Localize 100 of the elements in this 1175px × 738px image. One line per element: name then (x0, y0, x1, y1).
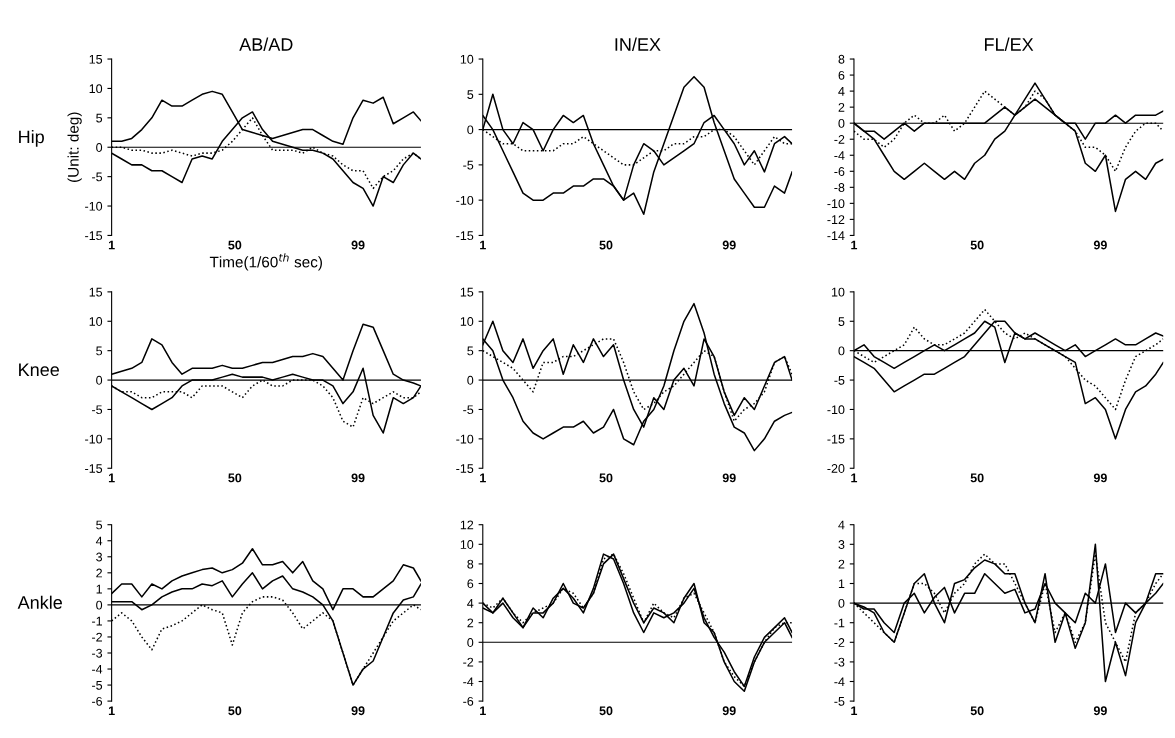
x-tick-label: 99 (722, 473, 736, 483)
y-tick-label: 6 (467, 579, 474, 589)
y-tick-label: 8 (838, 54, 845, 64)
x-tick-label: 50 (599, 706, 613, 716)
y-tick-label: -2 (463, 657, 474, 667)
y-tick-label: -6 (834, 167, 845, 176)
x-tick-label: 50 (599, 240, 613, 250)
x-tick-label: 50 (970, 473, 984, 483)
y-tick-label: 5 (467, 90, 474, 99)
y-tick-label: 1 (838, 579, 845, 589)
x-tick-label: 99 (351, 473, 365, 483)
y-tick-label: -10 (456, 434, 474, 444)
chart-title: IN/EX (615, 37, 661, 51)
x-tick-label: 1 (480, 706, 486, 716)
y-tick-label: -15 (85, 231, 103, 241)
y-tick-label: -3 (834, 657, 845, 667)
y-tick-label: -5 (834, 376, 845, 385)
x-tick-label: 50 (599, 473, 613, 483)
y-tick-label: 2 (467, 618, 474, 628)
y-tick-label: -10 (85, 201, 103, 211)
x-tick-label: 1 (108, 240, 115, 250)
y-tick-label: 8 (467, 559, 474, 569)
x-tick-label: 1 (480, 240, 486, 250)
y-tick-label: 5 (838, 317, 845, 326)
y-tick-label: -5 (834, 697, 845, 706)
y-tick-label: -6 (92, 696, 103, 706)
y-tick-label: -14 (827, 231, 845, 240)
y-tick-label: 10 (831, 287, 845, 297)
y-tick-label: 0 (96, 600, 103, 610)
x-tick-label: 1 (108, 473, 115, 483)
x-tick-label: 99 (1093, 473, 1107, 483)
y-tick-label: 10 (460, 54, 474, 64)
x-tick-label: 1 (851, 473, 858, 483)
x-tick-label: 1 (851, 706, 858, 716)
y-tick-label: 12 (460, 520, 474, 530)
y-tick-label: 0 (96, 143, 103, 152)
y-tick-label: 2 (838, 102, 845, 112)
y-tick-label: 10 (89, 317, 103, 326)
y-tick-label: 10 (89, 84, 103, 94)
y-tick-label: 5 (467, 346, 474, 356)
y-tick-label: -5 (463, 160, 474, 170)
y-tick-label: 4 (838, 520, 845, 530)
y-tick-label: 3 (838, 540, 845, 549)
y-tick-label: -15 (827, 434, 845, 444)
y-tick-label: 15 (89, 54, 103, 64)
x-tick-label: 1 (480, 473, 486, 483)
y-tick-label: -10 (456, 195, 474, 205)
y-tick-label: 10 (460, 317, 474, 326)
y-tick-label: 15 (460, 287, 474, 297)
y-tick-label: 0 (467, 375, 474, 385)
text: Knee (19, 363, 59, 377)
y-axis-title: (Unit: deg) (67, 112, 82, 182)
text: Hip (19, 130, 44, 147)
y-tick-label: -8 (834, 183, 845, 192)
y-tick-label: -2 (92, 632, 102, 642)
y-tick-label: 5 (96, 520, 103, 530)
chart-title: AB/AD (239, 37, 293, 51)
y-tick-label: 5 (96, 346, 103, 356)
x-tick-label: 50 (228, 240, 242, 250)
y-tick-label: -10 (827, 199, 845, 209)
y-tick-label: 2 (838, 559, 845, 569)
y-tick-label: -10 (85, 434, 103, 444)
y-tick-label: 2 (96, 568, 102, 578)
x-tick-label: 99 (351, 240, 365, 250)
y-tick-label: -4 (463, 677, 474, 687)
x-tick-label: 50 (970, 240, 984, 250)
x-tick-label: 99 (1093, 706, 1107, 716)
y-tick-label: 15 (89, 287, 103, 297)
y-tick-label: -3 (92, 648, 103, 658)
y-tick-label: -12 (827, 215, 845, 224)
y-tick-label: 0 (467, 638, 474, 647)
y-tick-label: -5 (92, 172, 103, 182)
y-tick-label: 0 (838, 346, 845, 356)
y-tick-label: -4 (834, 151, 845, 160)
y-tick-label: 0 (838, 118, 845, 128)
y-tick-label: -10 (827, 405, 845, 415)
chart-title: FL/EX (984, 37, 1034, 51)
y-tick-label: -5 (463, 405, 474, 415)
y-tick-label: -1 (834, 618, 845, 628)
y-tick-label: -4 (92, 664, 103, 674)
y-tick-label: -15 (85, 464, 103, 473)
x-axis-title: Time(1/60$^{th}$ sec) (209, 253, 322, 271)
x-tick-label: 1 (108, 706, 115, 716)
y-tick-label: -15 (456, 231, 474, 241)
y-tick-label: -15 (456, 464, 474, 473)
x-tick-label: 50 (970, 706, 984, 716)
y-tick-label: 0 (96, 375, 103, 385)
y-tick-label: 6 (838, 70, 845, 80)
x-tick-label: 99 (1093, 240, 1107, 250)
y-tick-label: 10 (460, 540, 474, 549)
y-tick-label: 4 (838, 87, 845, 96)
y-tick-label: 5 (96, 113, 103, 123)
text: Ankle (17, 595, 62, 609)
y-tick-label: -2 (834, 135, 845, 144)
y-tick-label: -2 (834, 638, 845, 647)
y-tick-label: 1 (96, 584, 102, 594)
x-tick-label: 99 (722, 706, 736, 716)
y-tick-label: -6 (463, 696, 474, 706)
y-tick-label: 0 (467, 125, 474, 135)
y-tick-label: 4 (95, 536, 103, 546)
